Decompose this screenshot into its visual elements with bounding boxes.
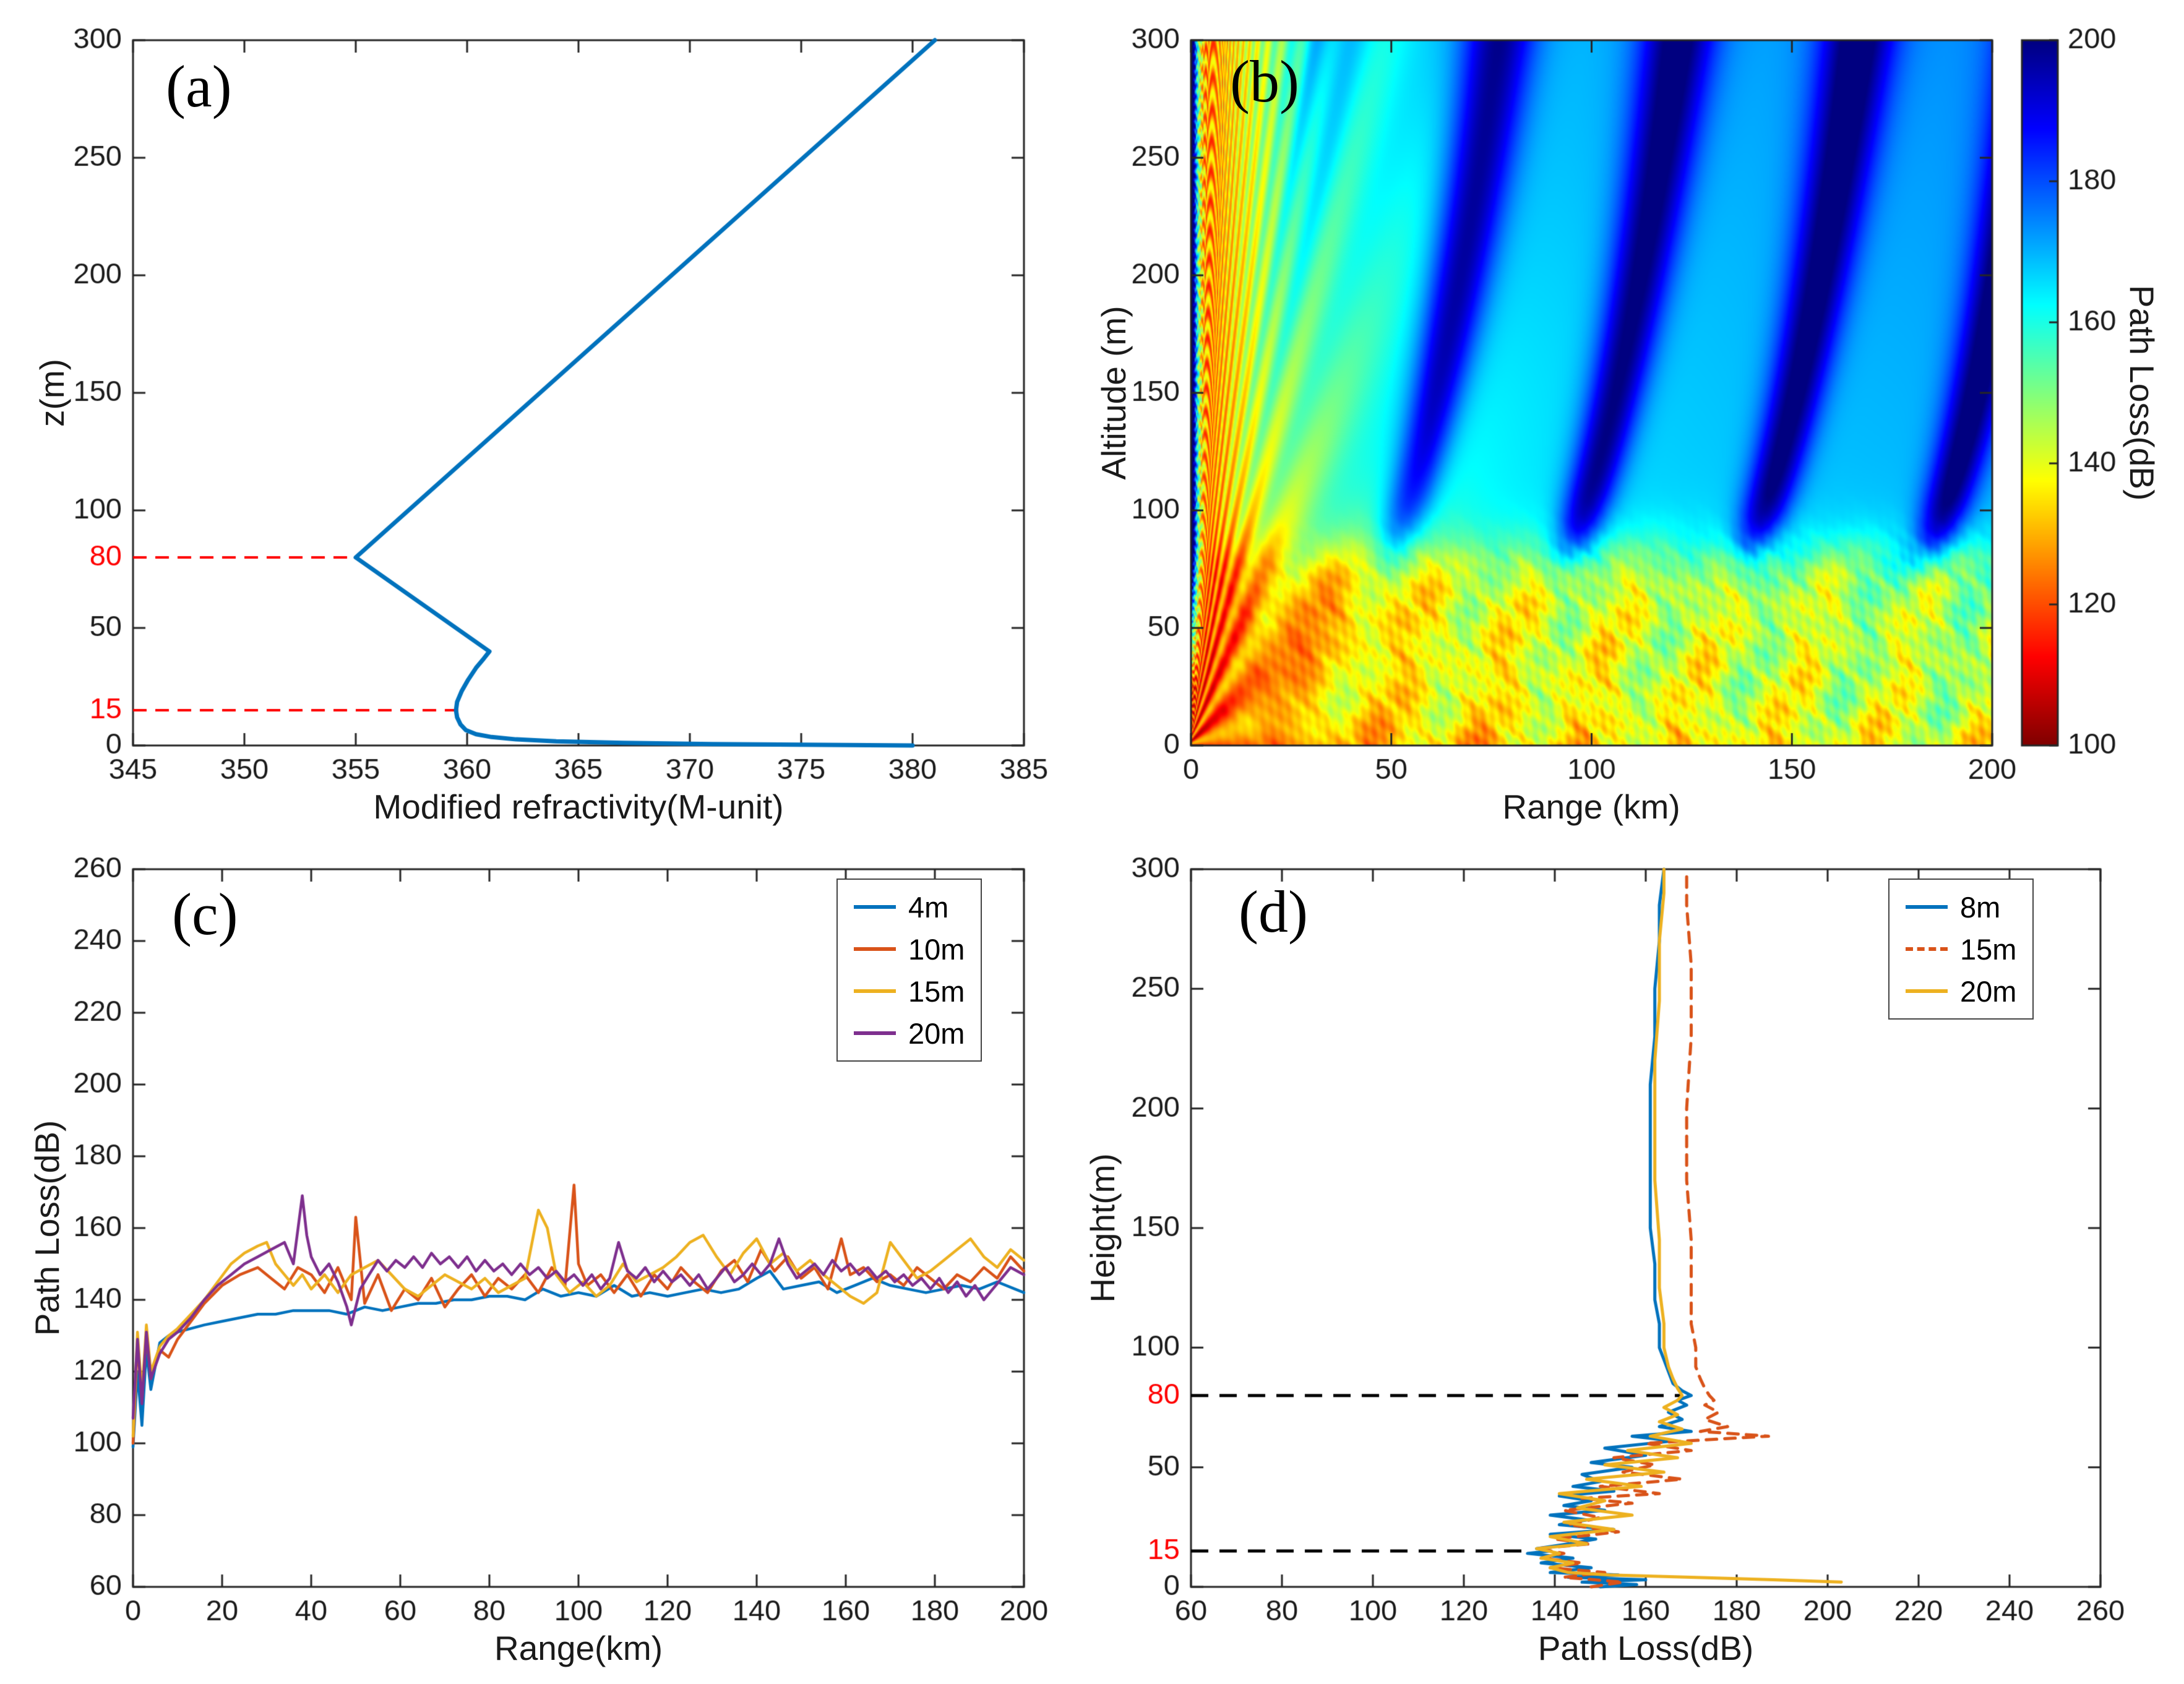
legend-line-swatch xyxy=(854,905,896,909)
legend-item-label: 8m xyxy=(1960,890,2001,924)
panel-b-xaxis-label: Range (km) xyxy=(1502,788,1680,826)
legend-item: 4m xyxy=(854,888,965,926)
legend-line-swatch xyxy=(854,989,896,993)
panel-a-xaxis-label: Modified refractivity(M-unit) xyxy=(373,788,784,826)
panel-a-letter: (a) xyxy=(166,53,232,119)
legend-line-swatch xyxy=(854,1031,896,1035)
legend-item-label: 15m xyxy=(908,974,965,1008)
legend-item: 20m xyxy=(854,1015,965,1052)
panel-a-yaxis-label: z(m) xyxy=(33,359,71,427)
legend-item: 20m xyxy=(1906,973,2016,1010)
legend-item: 15m xyxy=(854,973,965,1010)
legend-item-label: 20m xyxy=(1960,974,2017,1008)
colorbar-label: Path Loss(dB) xyxy=(2123,285,2161,501)
panel-c-xaxis-label: Range(km) xyxy=(494,1629,663,1667)
legend-line-swatch xyxy=(1906,905,1948,909)
legend-item-label: 20m xyxy=(908,1016,965,1050)
panel-d-legend: 8m 15m 20m xyxy=(1888,879,2034,1020)
legend-item: 15m xyxy=(1906,930,2016,968)
panel-c-letter: (c) xyxy=(172,881,238,947)
legend-line-swatch xyxy=(1906,989,1948,993)
legend-line-swatch xyxy=(854,947,896,951)
panel-b-yaxis-label: Altitude (m) xyxy=(1094,306,1133,480)
panel-b-letter: (b) xyxy=(1230,48,1299,114)
legend-item-label: 10m xyxy=(908,932,965,966)
panel-c-legend: 4m 10m 15m 20m xyxy=(836,879,982,1062)
panel-c-yaxis-label: Path Loss(dB) xyxy=(28,1120,66,1336)
legend-item-label: 4m xyxy=(908,890,949,924)
legend-item-label: 15m xyxy=(1960,932,2017,966)
legend-item: 8m xyxy=(1906,888,2016,926)
legend-item: 10m xyxy=(854,930,965,968)
panel-d-letter: (d) xyxy=(1239,879,1308,945)
legend-line-swatch xyxy=(1906,947,1948,951)
panel-d-yaxis-label: Height(m) xyxy=(1083,1153,1122,1303)
panel-d-xaxis-label: Path Loss(dB) xyxy=(1537,1629,1754,1667)
